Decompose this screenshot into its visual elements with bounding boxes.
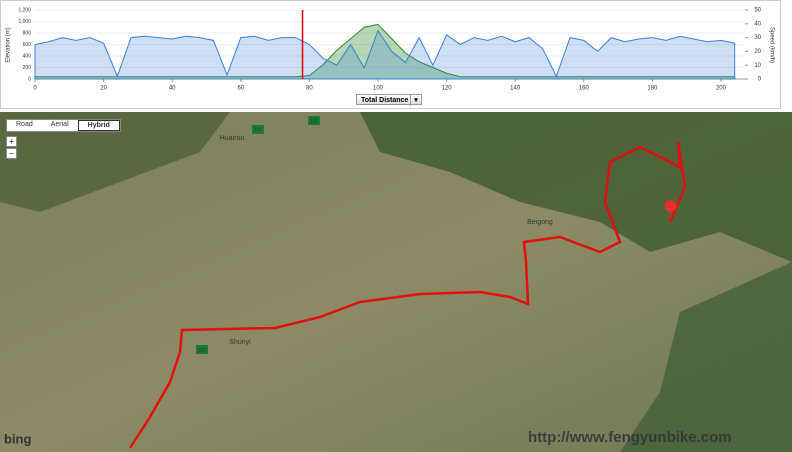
y2-tick-label: 50 <box>754 8 761 14</box>
place-label: Beigong <box>527 219 553 226</box>
view-button[interactable]: Road <box>16 121 33 128</box>
map: Huairou Beigong Shunyi 101 101 101 bing … <box>0 112 792 452</box>
y-tick-label: 400 <box>23 53 32 59</box>
profile-chart: Elevation (m) Speed (km/h) 0200400600800… <box>0 0 781 109</box>
road-shield-label: 101 <box>254 127 263 133</box>
y-tick-label: 0 <box>28 76 31 82</box>
y-tick-label: 600 <box>23 42 32 48</box>
x-tick-label: 100 <box>373 86 384 92</box>
y2-tick-label: 30 <box>754 35 761 41</box>
x-tick-label: 140 <box>510 86 521 92</box>
watermark: http://www.fengyunbike.com <box>528 429 732 446</box>
map-logo: bing <box>4 431 31 446</box>
y2-tick-label: 0 <box>758 77 762 83</box>
forest <box>0 112 230 212</box>
y-tick-label: 800 <box>23 30 32 36</box>
view-button[interactable]: Hybrid <box>77 120 120 131</box>
series-area <box>34 23 736 80</box>
x-tick-label: 160 <box>579 86 590 92</box>
y-axis-label: Elevation (m) <box>6 27 12 62</box>
zoom-out[interactable]: − <box>6 148 17 159</box>
y-tick-label: 200 <box>23 65 32 71</box>
place-label: Shunyi <box>229 339 251 346</box>
x-tick-label: 0 <box>33 86 37 92</box>
x-selector[interactable]: Total Distance ▾ <box>356 94 422 106</box>
chart-frame <box>0 0 781 109</box>
x-selector-label: Total Distance <box>361 97 409 104</box>
route <box>128 141 687 449</box>
y2-tick-label: 40 <box>754 21 761 27</box>
x-tick-label: 80 <box>306 86 313 92</box>
road-shield-label: 101 <box>198 347 207 353</box>
map-view-buttons: Road Aerial Hybrid <box>6 119 121 132</box>
y-tick-label: 1,000 <box>18 19 31 25</box>
road-shield <box>196 345 208 354</box>
road-shield <box>308 116 320 125</box>
dropdown-arrow[interactable]: ▾ <box>410 95 421 106</box>
forest <box>360 112 792 262</box>
place-label: Huairou <box>220 135 245 142</box>
road-shield <box>252 125 264 134</box>
y2-tick-label: 10 <box>754 63 761 69</box>
y-tick-label: 1,200 <box>18 7 31 13</box>
x-tick-label: 40 <box>169 86 176 92</box>
forest <box>620 262 792 452</box>
end-pin[interactable] <box>664 200 677 224</box>
x-tick-label: 60 <box>237 86 244 92</box>
road-shield-label: 101 <box>310 118 319 124</box>
x-tick-label: 120 <box>442 86 453 92</box>
view-button[interactable]: Aerial <box>50 121 69 128</box>
y2-tick-label: 20 <box>754 49 761 55</box>
y2-axis-label: Speed (km/h) <box>768 27 774 63</box>
x-tick-label: 200 <box>716 86 727 92</box>
x-tick-label: 180 <box>647 86 658 92</box>
x-tick-label: 20 <box>100 86 107 92</box>
zoom-in[interactable]: + <box>6 136 17 147</box>
series-area <box>34 29 736 80</box>
